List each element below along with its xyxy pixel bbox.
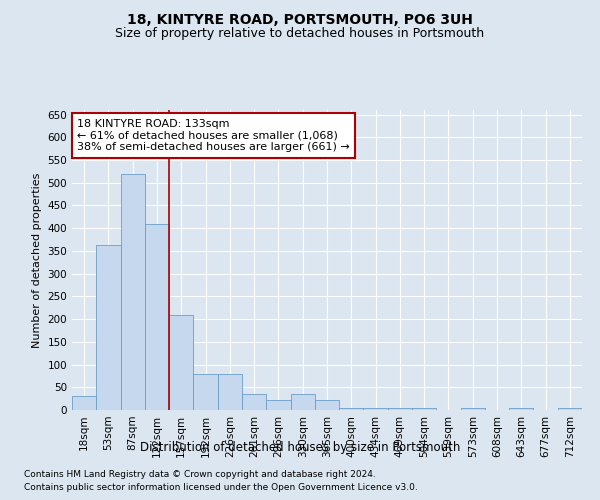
Bar xyxy=(339,408,364,410)
Text: Contains public sector information licensed under the Open Government Licence v3: Contains public sector information licen… xyxy=(24,484,418,492)
Bar xyxy=(242,394,266,410)
Bar xyxy=(364,408,388,410)
Bar xyxy=(412,408,436,410)
Bar xyxy=(388,408,412,410)
Bar xyxy=(558,408,582,410)
Bar xyxy=(169,314,193,410)
Bar xyxy=(96,246,121,410)
Bar xyxy=(193,374,218,410)
Bar xyxy=(218,374,242,410)
Y-axis label: Number of detached properties: Number of detached properties xyxy=(32,172,42,348)
Bar xyxy=(509,408,533,410)
Text: Contains HM Land Registry data © Crown copyright and database right 2024.: Contains HM Land Registry data © Crown c… xyxy=(24,470,376,479)
Text: 18 KINTYRE ROAD: 133sqm
← 61% of detached houses are smaller (1,068)
38% of semi: 18 KINTYRE ROAD: 133sqm ← 61% of detache… xyxy=(77,119,350,152)
Bar xyxy=(72,396,96,410)
Bar xyxy=(290,394,315,410)
Text: Distribution of detached houses by size in Portsmouth: Distribution of detached houses by size … xyxy=(140,441,460,454)
Bar xyxy=(145,224,169,410)
Bar xyxy=(121,174,145,410)
Text: 18, KINTYRE ROAD, PORTSMOUTH, PO6 3UH: 18, KINTYRE ROAD, PORTSMOUTH, PO6 3UH xyxy=(127,12,473,26)
Text: Size of property relative to detached houses in Portsmouth: Size of property relative to detached ho… xyxy=(115,28,485,40)
Bar xyxy=(266,400,290,410)
Bar xyxy=(315,400,339,410)
Bar xyxy=(461,408,485,410)
